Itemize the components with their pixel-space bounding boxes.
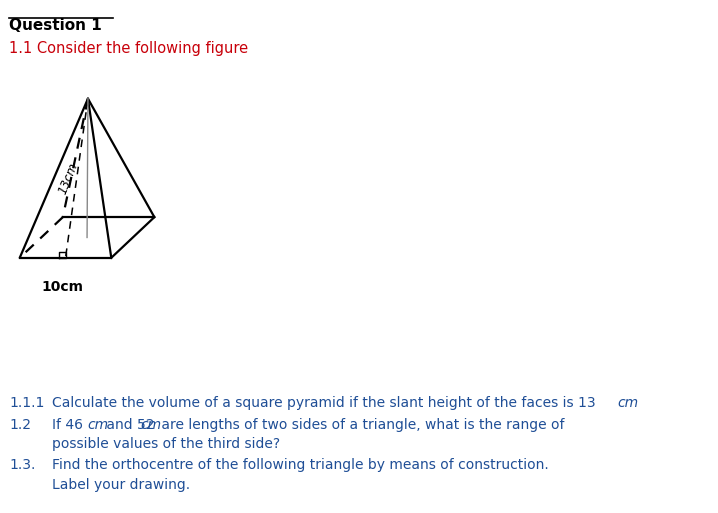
Text: If 46: If 46 xyxy=(52,418,83,432)
Text: 13cm: 13cm xyxy=(56,161,80,196)
Text: cm: cm xyxy=(87,418,108,432)
Text: possible values of the third side?: possible values of the third side? xyxy=(52,437,280,451)
Text: and 52: and 52 xyxy=(102,418,154,432)
Text: cm: cm xyxy=(617,396,638,410)
Text: 1.1 Consider the following figure: 1.1 Consider the following figure xyxy=(9,41,248,56)
Text: 1.1.1: 1.1.1 xyxy=(9,396,45,410)
Text: Find the orthocentre of the following triangle by means of construction.: Find the orthocentre of the following tr… xyxy=(52,458,549,471)
Text: Question 1: Question 1 xyxy=(9,18,102,33)
Text: 10cm: 10cm xyxy=(42,280,84,294)
Text: Calculate the volume of a square pyramid if the slant height of the faces is 13: Calculate the volume of a square pyramid… xyxy=(52,396,595,410)
Text: 1.3.: 1.3. xyxy=(9,458,36,471)
Text: 1.2: 1.2 xyxy=(9,418,32,432)
Text: are lengths of two sides of a triangle, what is the range of: are lengths of two sides of a triangle, … xyxy=(157,418,564,432)
Text: Label your drawing.: Label your drawing. xyxy=(52,478,190,492)
Text: cm: cm xyxy=(141,418,162,432)
